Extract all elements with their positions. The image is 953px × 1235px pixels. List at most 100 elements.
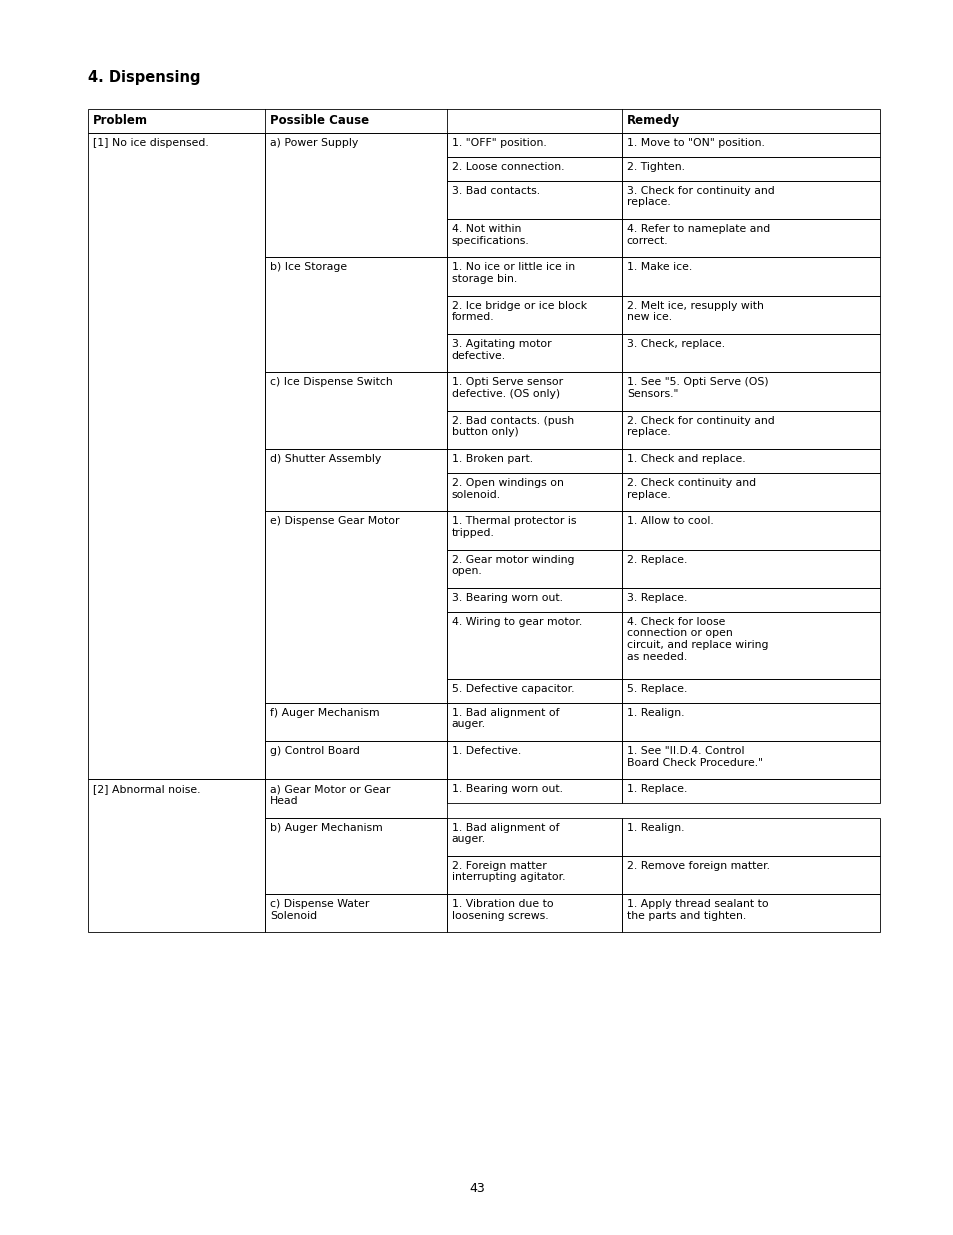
Bar [447, 410, 621, 448]
Text: 4. Dispensing: 4. Dispensing [88, 70, 200, 85]
Text: 43: 43 [469, 1182, 484, 1194]
Bar [447, 448, 621, 473]
Bar [621, 741, 879, 779]
Bar [621, 703, 879, 741]
Text: 5. Defective capacitor.: 5. Defective capacitor. [452, 683, 574, 694]
Text: 1. Realign.: 1. Realign. [626, 708, 683, 718]
Bar [621, 550, 879, 588]
Text: 1. Defective.: 1. Defective. [452, 746, 520, 756]
Text: 4. Refer to nameplate and
correct.: 4. Refer to nameplate and correct. [626, 224, 769, 246]
Bar [621, 333, 879, 373]
Bar [447, 257, 621, 295]
Text: 1. Bearing worn out.: 1. Bearing worn out. [452, 784, 562, 794]
Bar [447, 180, 621, 219]
Bar [447, 219, 621, 257]
Text: 3. Bearing worn out.: 3. Bearing worn out. [452, 593, 562, 603]
Text: 2. Open windings on
solenoid.: 2. Open windings on solenoid. [452, 478, 563, 499]
Text: f) Auger Mechanism: f) Auger Mechanism [270, 708, 379, 718]
Bar [447, 894, 621, 932]
Text: 1. Bad alignment of
auger.: 1. Bad alignment of auger. [452, 708, 558, 729]
Text: 3. Replace.: 3. Replace. [626, 593, 686, 603]
Text: 1. Apply thread sealant to
the parts and tighten.: 1. Apply thread sealant to the parts and… [626, 899, 767, 920]
Text: 2. Remove foreign matter.: 2. Remove foreign matter. [626, 861, 769, 871]
Text: 2. Melt ice, resupply with
new ice.: 2. Melt ice, resupply with new ice. [626, 301, 762, 322]
Text: b) Ice Storage: b) Ice Storage [270, 262, 347, 273]
Bar [265, 703, 447, 741]
Text: 1. Vibration due to
loosening screws.: 1. Vibration due to loosening screws. [452, 899, 553, 920]
Bar [88, 109, 879, 132]
Text: 3. Check, replace.: 3. Check, replace. [626, 338, 724, 350]
Text: 3. Bad contacts.: 3. Bad contacts. [452, 185, 539, 196]
Text: 1. Move to "ON" position.: 1. Move to "ON" position. [626, 137, 764, 148]
Text: 2. Loose connection.: 2. Loose connection. [452, 162, 563, 172]
Bar [621, 372, 879, 410]
Bar [621, 180, 879, 219]
Text: c) Ice Dispense Switch: c) Ice Dispense Switch [270, 378, 392, 388]
Text: 4. Check for loose
connection or open
circuit, and replace wiring
as needed.: 4. Check for loose connection or open ci… [626, 616, 767, 662]
Text: 2. Check for continuity and
replace.: 2. Check for continuity and replace. [626, 415, 774, 437]
Bar [447, 856, 621, 894]
Text: 1. See "5. Opti Serve (OS)
Sensors.": 1. See "5. Opti Serve (OS) Sensors." [626, 378, 767, 399]
Bar [447, 473, 621, 511]
Bar [447, 679, 621, 703]
Bar [447, 588, 621, 611]
Bar [447, 157, 621, 180]
Bar [447, 818, 621, 856]
Bar [621, 894, 879, 932]
Text: e) Dispense Gear Motor: e) Dispense Gear Motor [270, 516, 399, 526]
Text: b) Auger Mechanism: b) Auger Mechanism [270, 823, 382, 832]
Text: 1. No ice or little ice in
storage bin.: 1. No ice or little ice in storage bin. [452, 262, 575, 284]
Text: Problem: Problem [92, 114, 148, 127]
Bar [447, 741, 621, 779]
Text: 1. Allow to cool.: 1. Allow to cool. [626, 516, 713, 526]
Bar [447, 511, 621, 550]
Bar [265, 258, 447, 372]
Text: 1. Thermal protector is
tripped.: 1. Thermal protector is tripped. [452, 516, 576, 537]
Bar [447, 295, 621, 335]
Bar [621, 511, 879, 550]
Text: [1] No ice dispensed.: [1] No ice dispensed. [92, 137, 209, 148]
Bar [447, 611, 621, 679]
Text: 3. Check for continuity and
replace.: 3. Check for continuity and replace. [626, 185, 774, 207]
Bar [265, 132, 447, 257]
Text: 2. Gear motor winding
open.: 2. Gear motor winding open. [452, 555, 574, 576]
Bar [621, 818, 879, 856]
Bar [621, 473, 879, 511]
Text: 4. Wiring to gear motor.: 4. Wiring to gear motor. [452, 616, 581, 627]
Bar [621, 132, 879, 157]
Bar [265, 448, 447, 511]
Bar [621, 257, 879, 295]
Bar [621, 611, 879, 679]
Text: d) Shutter Assembly: d) Shutter Assembly [270, 453, 380, 464]
Bar [265, 372, 447, 448]
Bar [621, 856, 879, 894]
Text: 2. Foreign matter
interrupting agitator.: 2. Foreign matter interrupting agitator. [452, 861, 565, 882]
Text: 1. Opti Serve sensor
defective. (OS only): 1. Opti Serve sensor defective. (OS only… [452, 378, 562, 399]
Text: 2. Tighten.: 2. Tighten. [626, 162, 684, 172]
Bar [447, 372, 621, 410]
Bar [265, 741, 447, 779]
Text: g) Control Board: g) Control Board [270, 746, 359, 756]
Text: [2] Abnormal noise.: [2] Abnormal noise. [92, 784, 200, 794]
Text: 2. Replace.: 2. Replace. [626, 555, 686, 564]
Bar [447, 703, 621, 741]
Text: 1. Check and replace.: 1. Check and replace. [626, 453, 744, 464]
Text: 1. Make ice.: 1. Make ice. [626, 262, 691, 273]
Bar [447, 132, 621, 157]
Text: 1. See "II.D.4. Control
Board Check Procedure.": 1. See "II.D.4. Control Board Check Proc… [626, 746, 762, 767]
Text: a) Gear Motor or Gear
Head: a) Gear Motor or Gear Head [270, 784, 390, 805]
Text: c) Dispense Water
Solenoid: c) Dispense Water Solenoid [270, 899, 369, 920]
Bar [621, 219, 879, 257]
Bar [621, 157, 879, 180]
Bar [621, 779, 879, 803]
Text: 5. Replace.: 5. Replace. [626, 683, 686, 694]
Bar [265, 818, 447, 894]
Text: 3. Agitating motor
defective.: 3. Agitating motor defective. [452, 338, 551, 361]
Bar [88, 779, 265, 932]
Bar [621, 588, 879, 611]
Text: 2. Bad contacts. (push
button only): 2. Bad contacts. (push button only) [452, 415, 574, 437]
Text: Possible Cause: Possible Cause [270, 114, 369, 127]
Bar [621, 410, 879, 448]
Bar [447, 333, 621, 373]
Text: 1. Replace.: 1. Replace. [626, 784, 686, 794]
